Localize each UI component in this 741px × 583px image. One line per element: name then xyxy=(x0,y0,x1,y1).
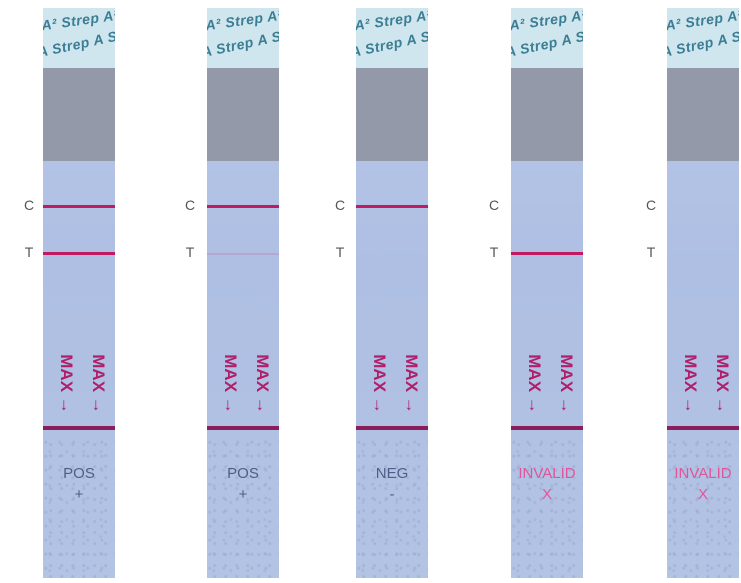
result-symbol: X xyxy=(697,486,708,503)
test-line xyxy=(511,252,583,255)
max-marker-left: MAX → xyxy=(57,354,76,414)
test-label: T xyxy=(185,244,195,260)
max-line xyxy=(511,426,583,430)
strip-texture xyxy=(207,438,279,578)
strip-texture xyxy=(356,438,428,578)
result-symbol: + xyxy=(74,486,84,503)
test-strip-5: A² Strep A² A Strep A S MAX → MAX → INVA… xyxy=(667,8,739,578)
max-marker-left: MAX → xyxy=(370,354,389,414)
control-label: C xyxy=(23,197,35,213)
result-symbol: + xyxy=(238,486,248,503)
max-marker-right: MAX → xyxy=(253,354,272,414)
logo-text-lower: A Strep A S xyxy=(667,27,739,61)
result-label: NEG xyxy=(375,465,409,482)
strep-a-logo-band: A² Strep A² A Strep A S xyxy=(43,8,115,68)
strip-texture xyxy=(43,438,115,578)
strip-texture xyxy=(667,438,739,578)
control-label: C xyxy=(645,197,657,213)
max-marker-right: MAX → xyxy=(402,354,421,414)
max-marker-left: MAX → xyxy=(681,354,700,414)
strep-a-logo-band: A² Strep A² A Strep A S xyxy=(207,8,279,68)
sample-pad xyxy=(356,68,428,161)
max-line xyxy=(207,426,279,430)
result-label: INVALID xyxy=(518,465,576,482)
logo-text-lower: A Strep A S xyxy=(207,27,279,61)
sample-pad xyxy=(207,68,279,161)
logo-text-lower: A Strep A S xyxy=(511,27,583,61)
result-label: POS xyxy=(227,465,259,482)
control-line xyxy=(43,205,115,208)
max-marker-left: MAX → xyxy=(221,354,240,414)
result-symbol: X xyxy=(541,486,552,503)
sample-pad xyxy=(43,68,115,161)
max-line xyxy=(667,426,739,430)
max-line xyxy=(356,426,428,430)
strip-texture xyxy=(511,438,583,578)
max-marker-right: MAX → xyxy=(89,354,108,414)
strep-a-logo-band: A² Strep A² A Strep A S xyxy=(356,8,428,68)
max-line xyxy=(43,426,115,430)
test-strip-1: A² Strep A² A Strep A S MAX → MAX → POS … xyxy=(43,8,115,578)
test-label: T xyxy=(335,244,345,260)
control-label: C xyxy=(334,197,346,213)
test-label: T xyxy=(24,244,34,260)
control-label: C xyxy=(184,197,196,213)
result-label: POS xyxy=(63,465,95,482)
strep-a-logo-band: A² Strep A² A Strep A S xyxy=(511,8,583,68)
control-line xyxy=(356,205,428,208)
test-strip-4: A² Strep A² A Strep A S MAX → MAX → INVA… xyxy=(511,8,583,578)
logo-text-lower: A Strep A S xyxy=(356,27,428,61)
control-label: C xyxy=(488,197,500,213)
sample-pad xyxy=(667,68,739,161)
test-line-faint xyxy=(207,253,279,255)
test-strip-2: A² Strep A² A Strep A S MAX → MAX → POS … xyxy=(207,8,279,578)
result-symbol: - xyxy=(389,486,395,503)
test-label: T xyxy=(489,244,499,260)
max-marker-right: MAX → xyxy=(557,354,576,414)
result-label: INVALID xyxy=(674,465,732,482)
strep-a-logo-band: A² Strep A² A Strep A S xyxy=(667,8,739,68)
max-marker-right: MAX → xyxy=(713,354,732,414)
test-strip-3: A² Strep A² A Strep A S MAX → MAX → NEG … xyxy=(356,8,428,578)
test-label: T xyxy=(646,244,656,260)
max-marker-left: MAX → xyxy=(525,354,544,414)
sample-pad xyxy=(511,68,583,161)
test-line xyxy=(43,252,115,255)
control-line xyxy=(207,205,279,208)
logo-text-lower: A Strep A S xyxy=(43,27,115,61)
